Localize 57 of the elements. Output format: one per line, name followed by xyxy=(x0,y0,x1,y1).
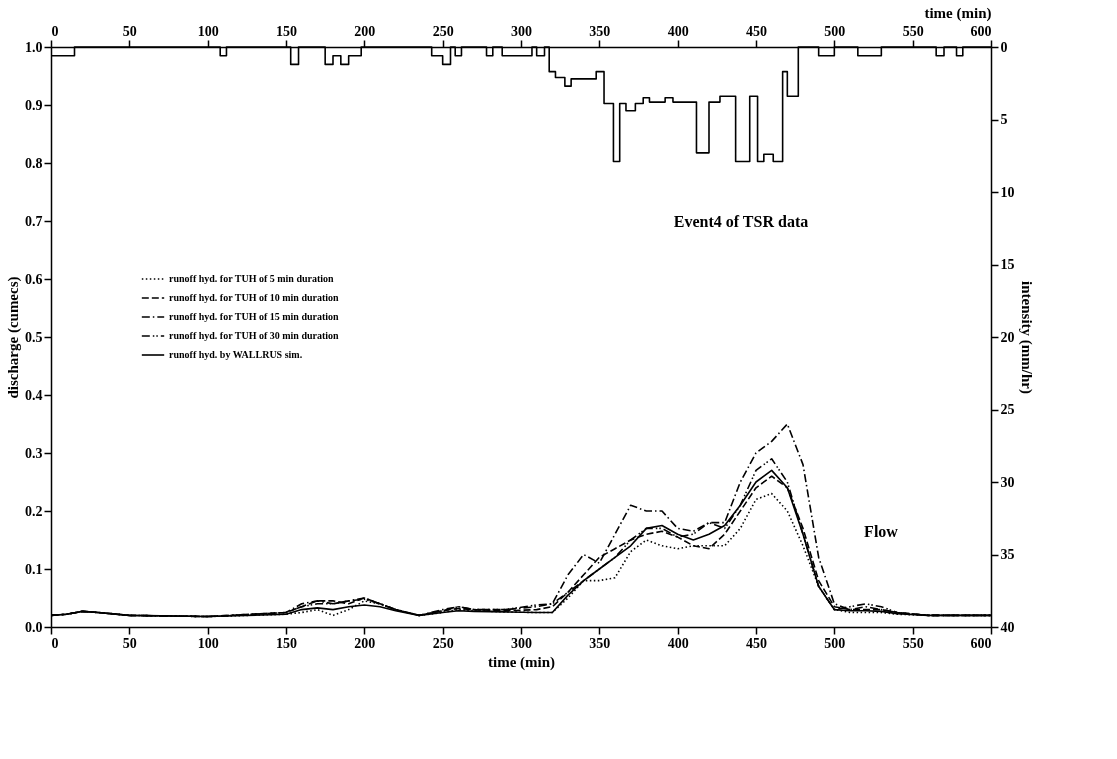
x-tick-label: 0 xyxy=(51,635,59,651)
x-tick-label: 450 xyxy=(746,635,767,651)
x-tick-label: 150 xyxy=(276,635,297,651)
legend-label: runoff hyd. for TUH of 5 min duration xyxy=(169,273,335,284)
x2-tick-label: 500 xyxy=(824,23,846,39)
y-tick-label: 0.6 xyxy=(25,271,43,287)
y2-tick-label: 35 xyxy=(1000,547,1015,562)
legend-label: runoff hyd. for TUH of 30 min duration xyxy=(169,330,340,341)
x2-tick-label: 350 xyxy=(589,23,611,39)
y-tick-label: 0.0 xyxy=(25,619,43,635)
annotation: Event4 of TSR data xyxy=(673,213,809,230)
y-tick-label: 0.3 xyxy=(25,445,43,461)
y2-tick-label: 0 xyxy=(1000,39,1008,55)
y-tick-label: 0.8 xyxy=(25,155,43,171)
x-tick-label: 50 xyxy=(122,635,137,651)
x-tick-label: 300 xyxy=(511,635,532,651)
x2-tick-label: 150 xyxy=(276,23,297,39)
y2-axis-title: intensity (mm/hr) xyxy=(1017,281,1035,394)
x2-tick-label: 300 xyxy=(511,23,532,39)
y2-tick-label: 10 xyxy=(1000,184,1015,200)
x2-tick-label: 200 xyxy=(354,23,376,39)
legend-label: runoff hyd. for TUH of 10 min duration xyxy=(169,292,340,303)
x2-tick-label: 250 xyxy=(432,23,454,39)
y-tick-label: 0.2 xyxy=(25,503,43,519)
y-tick-label: 1.0 xyxy=(25,39,43,55)
x-tick-label: 500 xyxy=(824,635,846,651)
y2-tick-label: 25 xyxy=(1000,402,1015,417)
x-tick-label: 350 xyxy=(589,635,611,651)
x2-tick-label: 600 xyxy=(970,23,992,39)
y-tick-label: 0.7 xyxy=(25,213,43,229)
x2-tick-label: 400 xyxy=(667,23,689,39)
y-tick-label: 0.1 xyxy=(25,561,43,577)
y-axis-title: discharge (cumecs) xyxy=(5,276,22,399)
x-tick-label: 250 xyxy=(432,635,454,651)
x2-tick-label: 100 xyxy=(197,23,219,39)
y-tick-label: 0.5 xyxy=(25,329,43,345)
y-tick-label: 0.9 xyxy=(25,97,43,113)
x2-tick-label: 0 xyxy=(51,23,59,39)
x-tick-label: 200 xyxy=(354,635,376,651)
y2-tick-label: 20 xyxy=(1000,329,1015,345)
y-tick-label: 0.4 xyxy=(25,387,43,403)
x2-tick-label: 550 xyxy=(902,23,924,39)
x-tick-label: 550 xyxy=(902,635,924,651)
x2-axis-title: time (min) xyxy=(924,4,992,22)
legend-label: runoff hyd. for TUH of 15 min duration xyxy=(169,311,340,322)
y2-tick-label: 30 xyxy=(1000,474,1015,490)
x2-tick-label: 450 xyxy=(746,23,767,39)
x2-tick-label: 50 xyxy=(122,23,137,39)
y2-tick-label: 15 xyxy=(1000,257,1015,272)
x-tick-label: 400 xyxy=(667,635,689,651)
annotation: Flow xyxy=(864,523,899,540)
x-tick-label: 600 xyxy=(970,635,992,651)
x-tick-label: 100 xyxy=(197,635,219,651)
y2-tick-label: 40 xyxy=(1000,619,1015,635)
y2-tick-label: 5 xyxy=(1000,112,1008,127)
legend-label: runoff hyd. by WALLRUS sim. xyxy=(169,349,303,360)
x-axis-title: time (min) xyxy=(487,653,556,671)
